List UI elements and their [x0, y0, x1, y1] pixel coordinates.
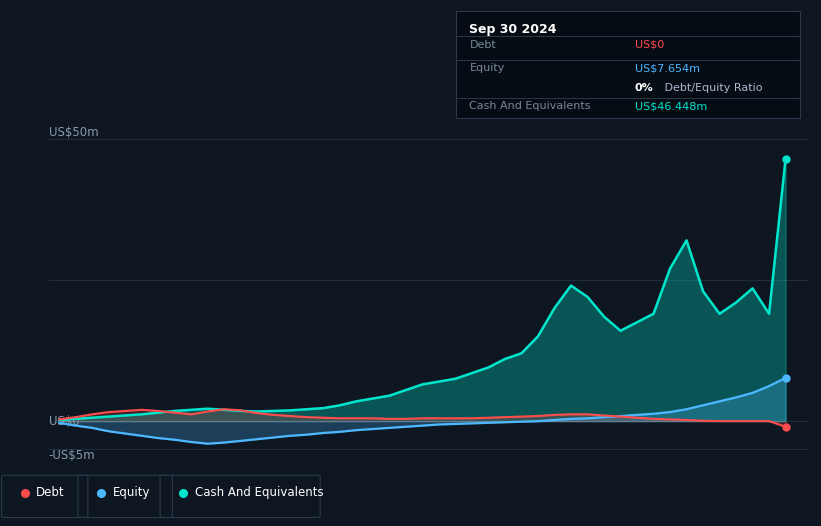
Text: -US$5m: -US$5m [48, 449, 95, 462]
Text: US$50m: US$50m [48, 126, 99, 139]
Text: 0%: 0% [635, 83, 654, 93]
Text: US$46.448m: US$46.448m [635, 101, 707, 111]
Text: Cash And Equivalents: Cash And Equivalents [195, 486, 323, 499]
Text: 2022: 2022 [589, 472, 619, 485]
Text: US$7.654m: US$7.654m [635, 63, 700, 73]
Text: 2021: 2021 [523, 472, 553, 485]
Text: US$0: US$0 [635, 39, 664, 49]
Text: US$0: US$0 [48, 414, 80, 428]
Text: 2016: 2016 [193, 472, 222, 485]
Text: 2023: 2023 [655, 472, 685, 485]
Text: Debt: Debt [36, 486, 65, 499]
Text: 2018: 2018 [325, 472, 355, 485]
Text: 2019: 2019 [391, 472, 421, 485]
Text: Debt: Debt [470, 39, 496, 49]
Text: 2024: 2024 [721, 472, 751, 485]
Text: Equity: Equity [470, 63, 505, 73]
Text: 2017: 2017 [259, 472, 289, 485]
Text: Cash And Equivalents: Cash And Equivalents [470, 101, 591, 111]
Text: 2020: 2020 [457, 472, 487, 485]
Text: 2015: 2015 [126, 472, 157, 485]
Text: Equity: Equity [112, 486, 150, 499]
Text: Debt/Equity Ratio: Debt/Equity Ratio [661, 83, 763, 93]
Text: Sep 30 2024: Sep 30 2024 [470, 24, 557, 36]
